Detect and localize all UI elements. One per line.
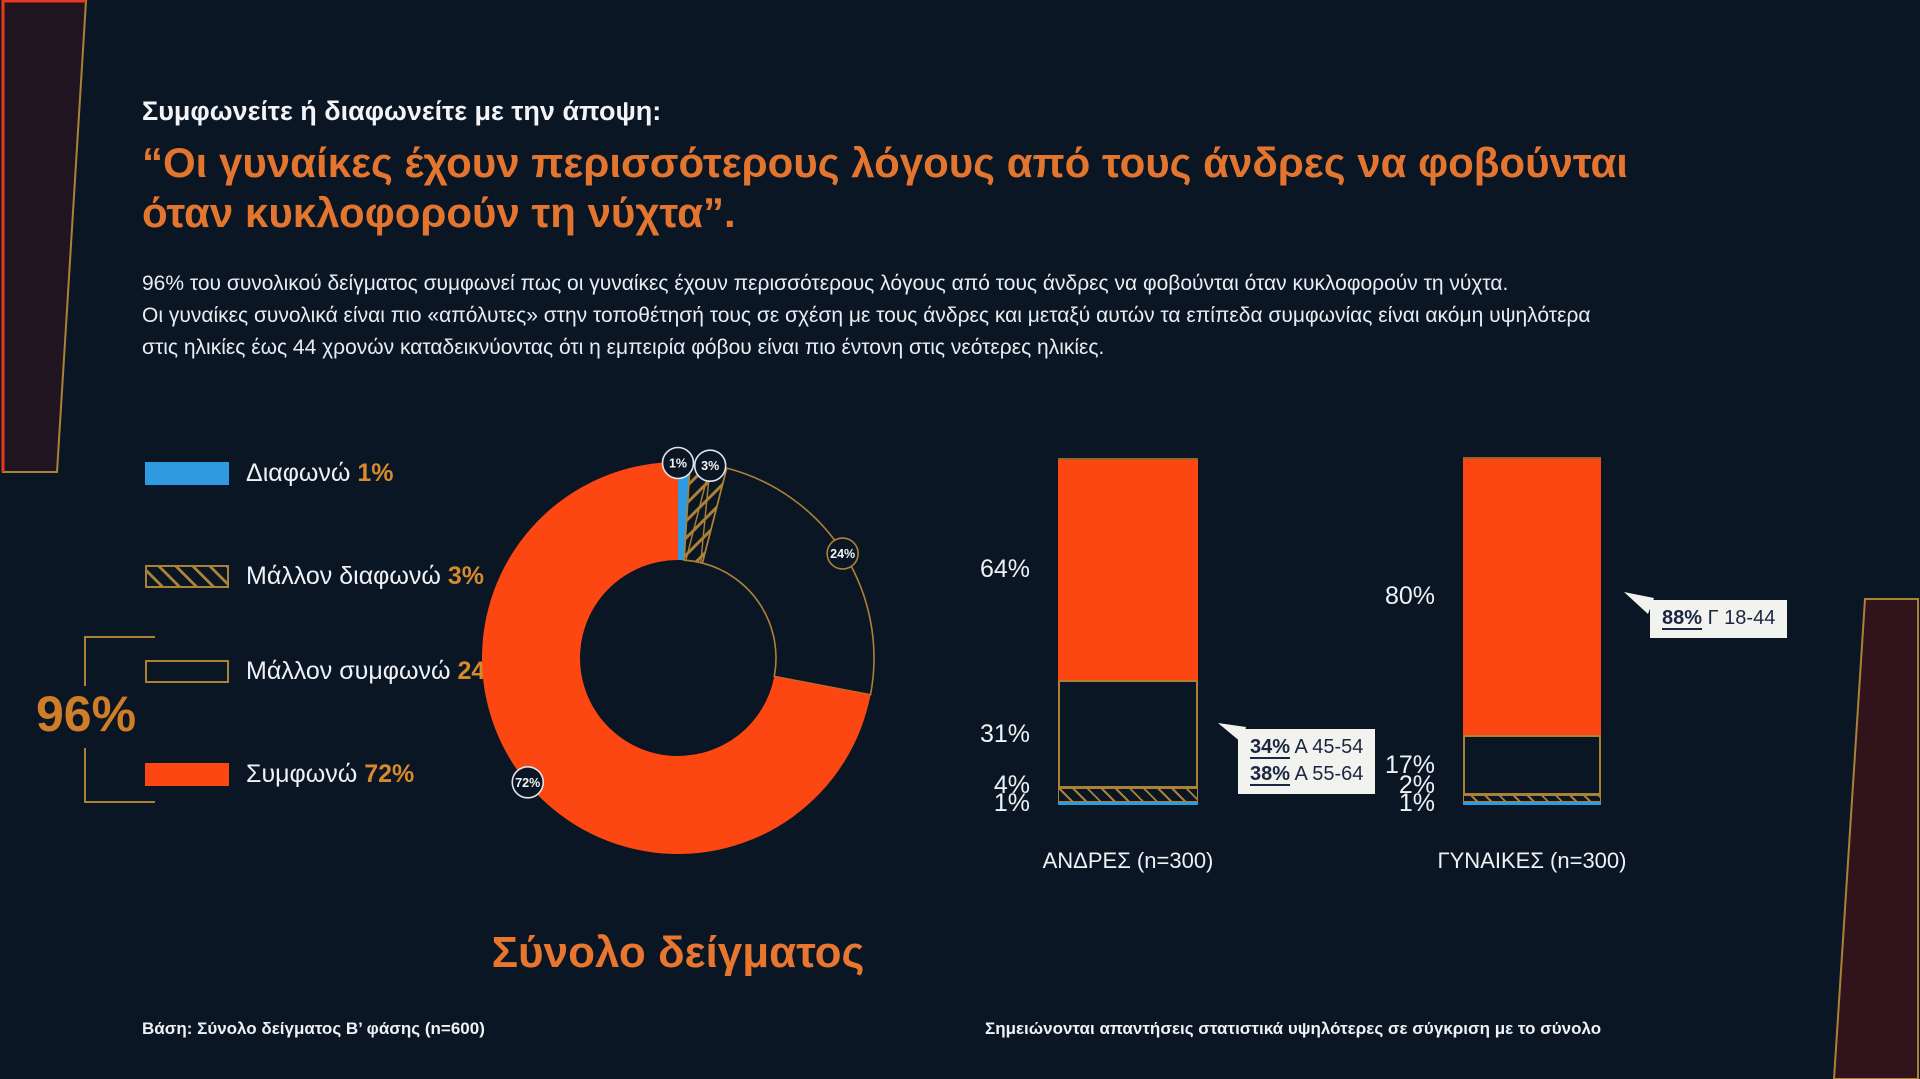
- donut-value-badge: [826, 537, 859, 570]
- agree-bracket: [84, 636, 155, 803]
- donut-slice-Μάλλον συμφωνώ: [701, 467, 875, 696]
- corner-shape-right: [1832, 598, 1919, 1079]
- donut-value-badge-text: 3%: [701, 459, 719, 473]
- bar-value-label: 64%: [979, 555, 1030, 584]
- stat-callout-pointer: [1624, 592, 1654, 614]
- bar-value-label: 80%: [1384, 582, 1435, 611]
- bar-segment-Μάλλον συμφωνώ: [1463, 735, 1601, 795]
- stat-callout-row: 34% Α 45-54: [1250, 736, 1364, 758]
- bar-segment-Μάλλον διαφωνώ: [1058, 787, 1198, 802]
- donut-value-badge-text: 24%: [830, 547, 855, 561]
- footer-base-note: Βάση: Σύνολο δείγματος Β’ φάσης (n=600): [142, 1019, 485, 1038]
- legend-label: Μάλλον διαφωνώ 3%: [246, 561, 485, 590]
- summary-line2: Οι γυναίκες συνολικά είναι πιο «απόλυτες…: [142, 304, 1591, 327]
- stat-callout-percentage: 34%: [1250, 736, 1291, 758]
- bar-value-label: 1%: [1398, 789, 1435, 818]
- stat-callout-row: 38% Α 55-64: [1250, 763, 1364, 785]
- stat-callout-percentage: 88%: [1662, 607, 1703, 629]
- summary-text: 96% του συνολικού δείγματος συμφωνεί πως…: [142, 268, 1591, 364]
- bar-category-label: ΓΥΝΑΙΚΕΣ (n=300): [1437, 848, 1627, 873]
- bar-segment-Διαφωνώ: [1058, 801, 1198, 805]
- question-kicker: Συμφωνείτε ή διαφωνείτε με την άποψη:: [142, 96, 662, 126]
- donut-value-badge-text: 1%: [669, 457, 687, 471]
- stat-callout-percentage: 38%: [1250, 763, 1291, 785]
- bar-value-label: 2%: [1398, 771, 1435, 800]
- bar-segment-Συμφωνώ: [1463, 457, 1601, 736]
- donut-value-badge: [511, 765, 545, 799]
- bar-segment-Μάλλον διαφωνώ: [1463, 794, 1601, 802]
- legend-item-hatch: Μάλλον διαφωνώ 3%: [145, 561, 485, 590]
- statement-quote: “Οι γυναίκες έχουν περισσότερους λόγους …: [142, 138, 1628, 238]
- legend-item-blue: Διαφωνώ 1%: [145, 458, 394, 487]
- statement-quote-line2: όταν κυκλοφορούν τη νύχτα”.: [142, 189, 736, 236]
- bar-value-label: 1%: [993, 789, 1030, 818]
- footer-stat-note: Σημειώνονται απαντήσεις στατιστικά υψηλό…: [985, 1019, 1602, 1038]
- legend-swatch-outline: [145, 659, 229, 683]
- legend-percentage: 3%: [447, 561, 485, 590]
- legend-percentage: 72%: [364, 759, 415, 788]
- donut-chart: 1% 3% 24% 72%: [482, 446, 875, 854]
- donut-slice-Συμφωνώ: [482, 462, 871, 854]
- donut-value-badge-text: 72%: [515, 776, 540, 790]
- bar-value-label: 31%: [979, 719, 1030, 748]
- stat-callout-row: 88% Γ 18-44: [1662, 607, 1776, 629]
- stat-callout: 88% Γ 18-44: [1624, 592, 1788, 638]
- donut-value-badge: [693, 449, 727, 482]
- donut-chart-title: Σύνολο δείγματος: [491, 928, 865, 977]
- legend-label: Διαφωνώ 1%: [246, 458, 394, 487]
- legend-swatch-hatch: [145, 564, 229, 588]
- summary-line1: 96% του συνολικού δείγματος συμφωνεί πως…: [142, 272, 1509, 295]
- donut-slice-Διαφωνώ: [678, 462, 691, 561]
- bar-segment-Διαφωνώ: [1463, 801, 1601, 805]
- stat-callout-pointer: [1218, 723, 1246, 743]
- summary-line3: στις ηλικίες έως 44 χρονών καταδεικνύοντ…: [142, 336, 1105, 359]
- bar-value-label: 17%: [1384, 750, 1435, 779]
- agree-total-label: 96%: [36, 686, 137, 742]
- bar-value-label: 4%: [993, 771, 1030, 800]
- legend-label: Συμφωνώ 72%: [246, 759, 415, 788]
- bar-category-label: ΑΝΔΡΕΣ (n=300): [1042, 848, 1214, 873]
- legend-swatch-blue: [145, 461, 229, 485]
- stat-callout: 34% Α 45-54 38% Α 55-64: [1218, 723, 1376, 794]
- legend-item-orange: Συμφωνώ 72%: [145, 759, 415, 788]
- bar-segment-Συμφωνώ: [1058, 458, 1198, 681]
- donut-value-badge: [661, 446, 695, 480]
- statement-quote-line1: “Οι γυναίκες έχουν περισσότερους λόγους …: [142, 139, 1628, 186]
- corner-shape-left: [2, 0, 88, 473]
- legend-percentage: 1%: [357, 458, 394, 487]
- bar-segment-Μάλλον συμφωνώ: [1058, 680, 1198, 788]
- legend-swatch-orange: [145, 762, 229, 786]
